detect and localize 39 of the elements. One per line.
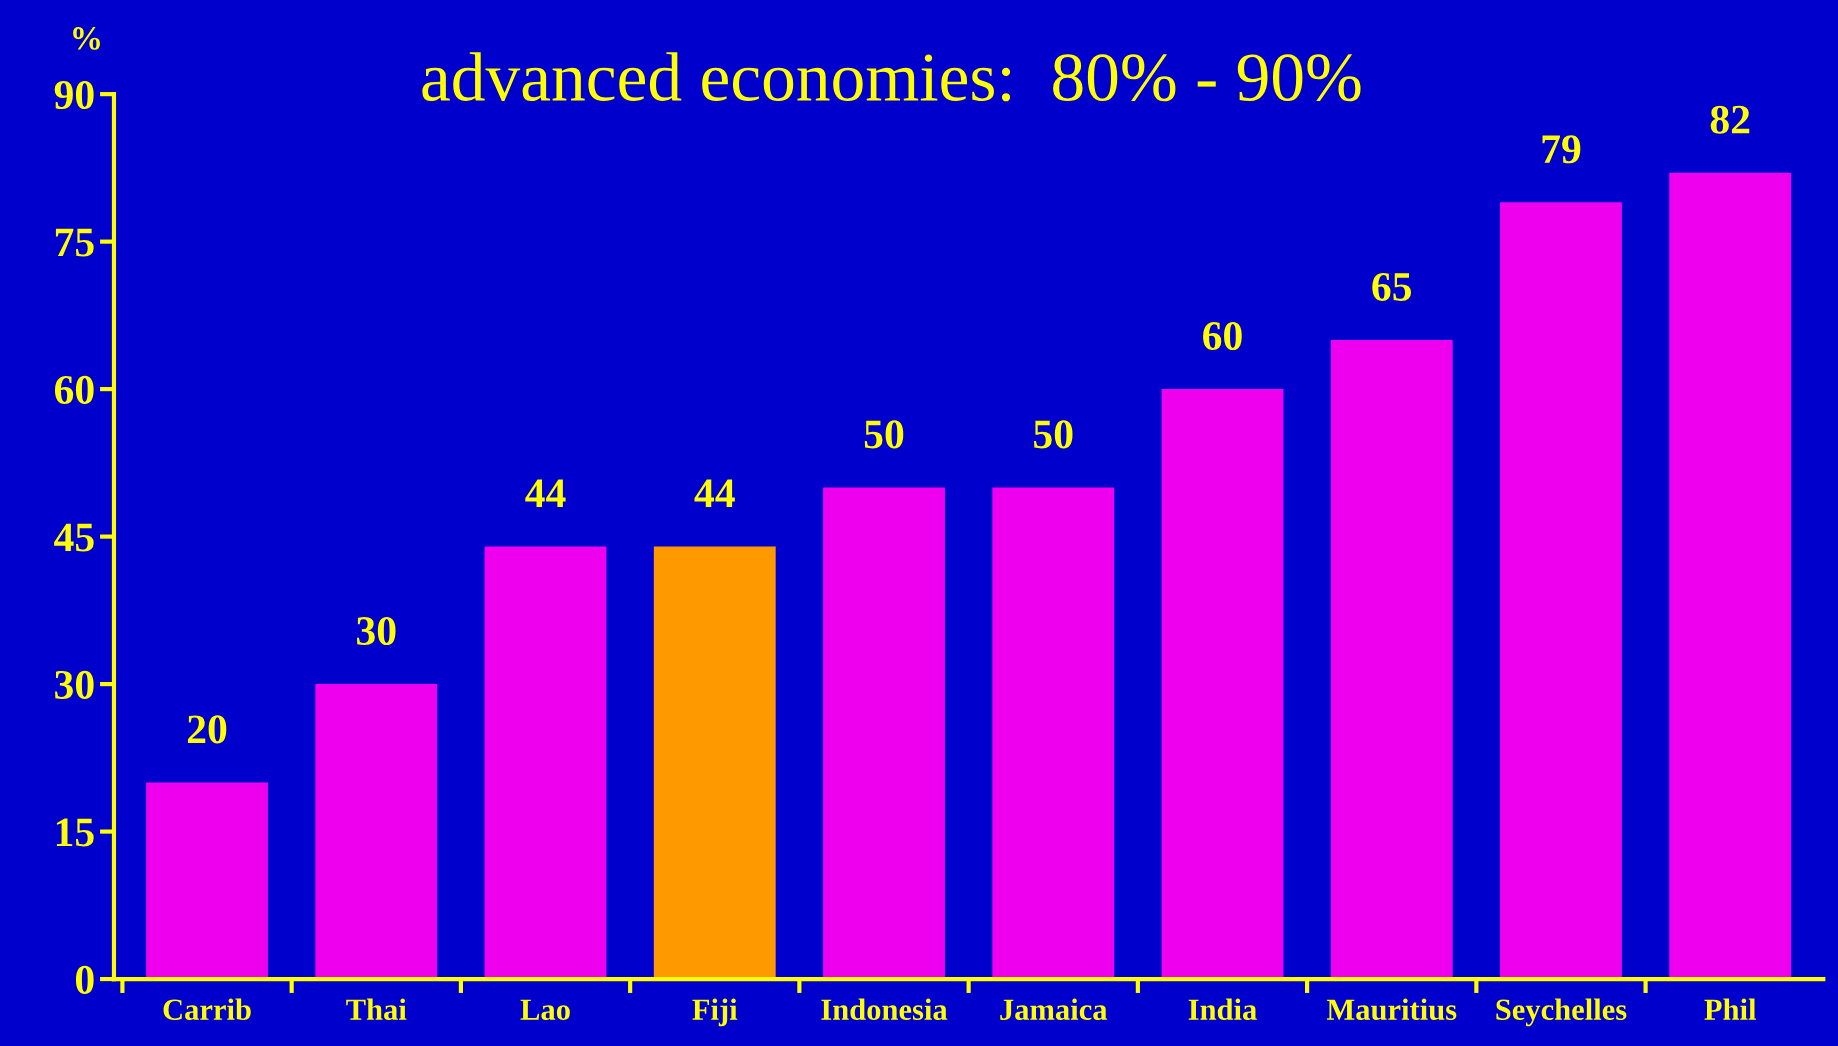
data-label: 20: [187, 715, 227, 744]
x-tick-label: Fiji: [692, 998, 738, 1027]
bar: [1161, 389, 1284, 980]
bar: [1330, 339, 1453, 980]
x-tick-label: Mauritius: [1326, 998, 1457, 1021]
data-label: 50: [1034, 420, 1073, 449]
bar: [146, 782, 268, 980]
data-label: 44: [694, 479, 735, 507]
data-label: 60: [1203, 321, 1242, 351]
data-label: 50: [864, 420, 904, 449]
x-tick-label: Jamaica: [1000, 998, 1108, 1020]
data-label: 82: [1710, 105, 1750, 134]
y-tick-label: 75: [55, 228, 94, 257]
data-label: 44: [525, 479, 566, 507]
x-tick-label: Indonesia: [821, 998, 948, 1020]
y-axis-title: %: [73, 27, 100, 50]
bar: [992, 487, 1115, 980]
y-tick-label: 15: [56, 818, 94, 847]
annotation: advanced economies: 80% - 90%: [422, 52, 1361, 102]
data-label: 79: [1542, 135, 1581, 164]
bar: [653, 546, 776, 980]
bar: [823, 487, 945, 980]
data-label: 30: [357, 616, 396, 646]
x-tick-label: Lao: [520, 999, 570, 1020]
bar: [1669, 172, 1792, 980]
y-tick-label: 60: [54, 375, 94, 404]
x-tick-label: Thai: [346, 998, 407, 1020]
y-tick-label: 0: [75, 965, 94, 994]
data-label: 65: [1372, 272, 1412, 301]
x-tick-label: Carrib: [163, 998, 251, 1020]
y-tick-label: 45: [54, 523, 94, 552]
x-tick-label: Phil: [1704, 998, 1757, 1020]
bar: [1500, 202, 1622, 980]
bar: [315, 684, 438, 980]
x-tick-label: India: [1188, 998, 1257, 1020]
y-tick-label: 30: [55, 670, 94, 699]
x-tick-label: Seychelles: [1496, 998, 1627, 1027]
bar: [484, 546, 607, 980]
y-tick-label: 90: [54, 80, 94, 110]
